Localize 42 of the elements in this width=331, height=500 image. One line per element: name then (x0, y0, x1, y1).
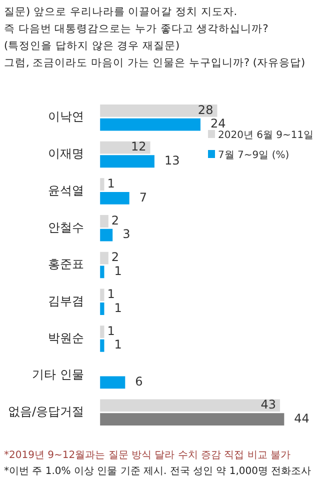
bar (100, 228, 113, 242)
y-tick-label: 이재명 (48, 146, 84, 161)
data-label: 2 (111, 213, 120, 228)
y-tick-label: 이낙연 (48, 110, 84, 124)
y-tick-label: 홍준표 (48, 257, 84, 272)
data-label: 1 (107, 176, 115, 191)
data-label: 1 (107, 287, 115, 302)
data-label: 43 (260, 398, 276, 412)
bar (100, 192, 130, 204)
bar (100, 399, 280, 412)
chart-title: 질문) 앞으로 우리나라를 이끌어갈 정치 지도자. 즉 다음번 대통령감으로는 누가 좋다고 생각하십니까? (특정인을 답하지 않은 경우 재질문) 그럼, 조금이라도 마음이 가는 인물은 누구입니까? (자유응답) (4, 5, 306, 71)
bar (100, 215, 108, 228)
text: *이번 주 1.0% 이상 인물 기준 제시. 전국 성인 약 1,000명 전화조사 (4, 465, 312, 479)
data-label: 1 (114, 264, 122, 278)
bar (100, 155, 154, 168)
y-tick-label: 박원순 (48, 330, 84, 345)
data-label: 1 (114, 300, 122, 315)
bar (100, 376, 126, 389)
data-label: 13 (164, 154, 180, 168)
data-label: 12 (130, 140, 146, 154)
data-label: 3 (122, 227, 130, 242)
bar (100, 104, 218, 117)
data-label: 2 (111, 250, 120, 264)
y-tick-label: 김부겸 (48, 294, 84, 308)
y-tick-label: 기타 인물 (32, 368, 84, 382)
bar (100, 413, 284, 426)
data-label: 44 (294, 411, 310, 426)
y-tick-label: 안철수 (48, 220, 84, 234)
data-label: 7 (139, 190, 147, 204)
y-tick-label: 윤석열 (48, 183, 84, 198)
bar (100, 118, 200, 131)
data-label: 1 (114, 338, 122, 352)
bar (100, 252, 108, 264)
legend-label: 2020년 6월 9~11일 (217, 129, 314, 142)
data-label: 28 (198, 102, 214, 117)
legend-label: 7월 7~9일 (%) (217, 149, 290, 162)
data-label: 24 (210, 116, 226, 131)
data-label: 1 (107, 324, 115, 338)
text: *2019년 9~12월과는 질문 방식 달라 수치 증감 직접 비교 불가 (4, 449, 292, 463)
y-tick-label: 없음/응답거절 (8, 404, 84, 419)
bar (100, 141, 150, 154)
data-label: 6 (135, 374, 143, 389)
